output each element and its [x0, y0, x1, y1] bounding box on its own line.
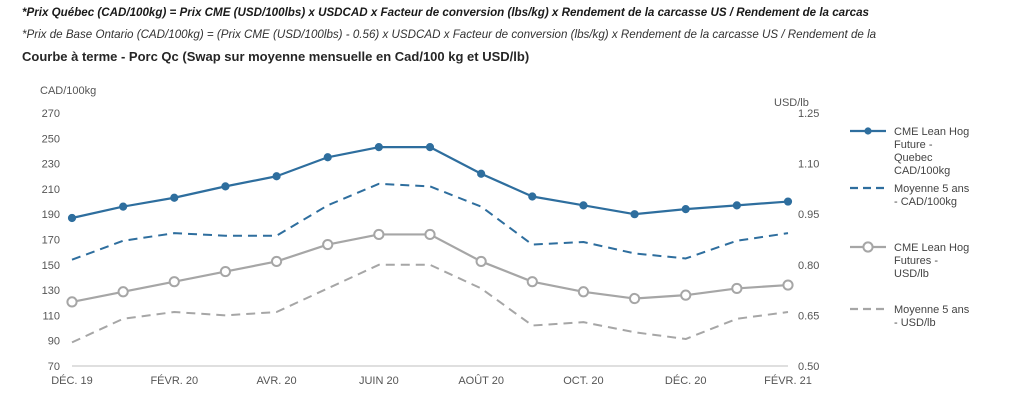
x-tick-label: JUIN 20	[359, 375, 399, 387]
data-point	[117, 286, 129, 298]
y-tick-left: 110	[42, 310, 60, 322]
y-tick-left: 90	[48, 336, 60, 348]
data-point	[67, 213, 77, 223]
series-line-2	[71, 233, 789, 303]
y-tick-left: 70	[48, 361, 60, 373]
legend-label: CME Lean Hog	[894, 126, 969, 138]
legend-label: CAD/100kg	[894, 165, 950, 177]
x-tick-label: DÉC. 20	[665, 374, 707, 387]
data-point	[322, 238, 334, 251]
y-tick-left: 170	[42, 235, 60, 247]
data-point	[323, 153, 332, 162]
data-point	[272, 172, 281, 181]
data-point	[528, 192, 537, 201]
data-point	[630, 210, 639, 219]
data-point	[221, 182, 230, 191]
y-axis-right-label: USD/lb	[774, 97, 809, 109]
data-point	[526, 276, 538, 288]
legend-label: Moyenne 5 ans	[894, 183, 970, 195]
data-point	[579, 201, 588, 210]
x-tick-label: FÉVR. 20	[150, 374, 198, 387]
legend-label: Quebec	[894, 152, 933, 164]
y-tick-right: 0.50	[798, 361, 819, 373]
legend-label: Moyenne 5 ans	[894, 304, 970, 316]
y-tick-left: 150	[42, 260, 60, 272]
data-point	[475, 255, 487, 268]
y-tick-right: 1.25	[798, 108, 819, 120]
formula-note-ontario: *Prix de Base Ontario (CAD/100kg) = (Pri…	[22, 28, 877, 41]
data-point	[783, 197, 793, 206]
data-point	[425, 143, 435, 152]
data-point	[66, 296, 78, 308]
data-point	[628, 292, 641, 305]
legend-label: CME Lean Hog	[894, 242, 969, 254]
data-point	[732, 201, 741, 210]
y-tick-right: 0.80	[798, 260, 819, 272]
legend-label: Futures -	[894, 255, 938, 267]
data-point	[681, 205, 690, 214]
data-point	[270, 255, 283, 268]
y-tick-left: 130	[42, 285, 60, 297]
data-point	[119, 202, 128, 211]
legend-label: - USD/lb	[894, 317, 936, 329]
data-point	[374, 143, 383, 152]
x-tick-label: AOÛT 20	[458, 374, 504, 387]
x-tick-label: DÉC. 19	[51, 374, 93, 387]
x-tick-label: FÉVR. 21	[764, 374, 812, 387]
chart-title: Courbe à terme - Porc Qc (Swap sur moyen…	[22, 49, 530, 64]
data-point	[168, 276, 180, 288]
legend-label: - CAD/100kg	[894, 196, 957, 208]
data-point	[477, 169, 486, 178]
y-axis-left-label: CAD/100kg	[40, 85, 96, 97]
data-point	[680, 289, 692, 301]
data-point	[219, 265, 232, 278]
data-point	[577, 286, 590, 298]
y-tick-left: 250	[42, 133, 60, 145]
data-point	[373, 228, 385, 241]
data-point	[424, 228, 436, 241]
y-tick-right: 1.10	[798, 159, 819, 171]
legend-swatch-marker	[862, 241, 874, 253]
y-tick-left: 190	[42, 209, 60, 221]
legend-label: Future -	[894, 139, 933, 151]
series-line-1	[71, 182, 789, 261]
y-tick-right: 0.65	[798, 310, 819, 322]
data-point	[170, 193, 179, 202]
data-point	[731, 282, 743, 295]
x-tick-label: AVR. 20	[256, 375, 296, 387]
legend-swatch-marker	[864, 127, 872, 135]
formula-note-quebec: *Prix Québec (CAD/100kg) = Prix CME (USD…	[22, 6, 869, 19]
y-tick-right: 0.95	[798, 209, 819, 221]
x-tick-label: OCT. 20	[563, 375, 603, 387]
series-line-0	[71, 146, 789, 220]
series-line-3	[71, 263, 789, 344]
y-tick-left: 270	[42, 108, 60, 120]
data-point	[782, 279, 794, 291]
y-tick-left: 230	[42, 159, 60, 171]
legend-label: USD/lb	[894, 268, 929, 280]
y-tick-left: 210	[42, 184, 60, 196]
